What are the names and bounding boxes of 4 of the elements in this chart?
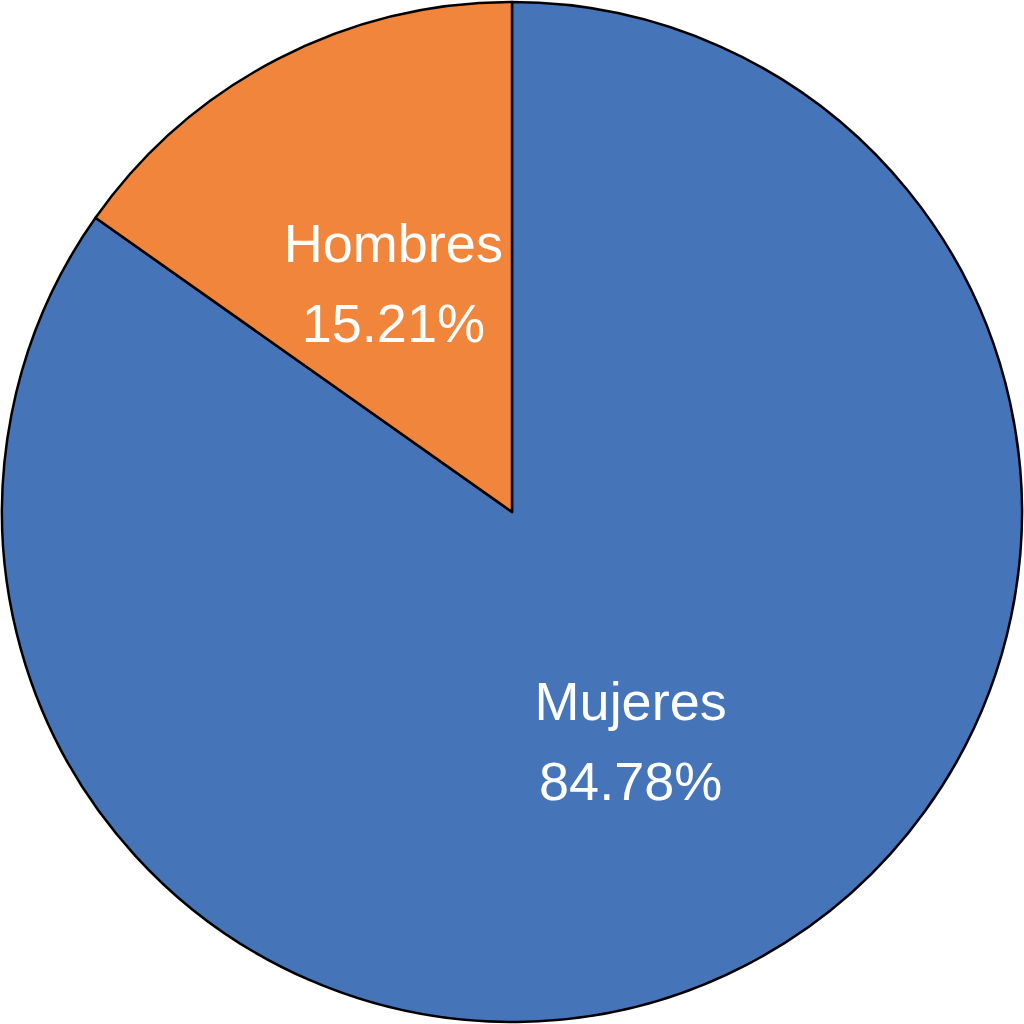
data-label: 84.78% — [539, 751, 723, 812]
slice-label: Mujeres — [534, 671, 727, 732]
slice-label: Hombres — [283, 212, 503, 273]
data-label: 15.21% — [301, 292, 485, 353]
